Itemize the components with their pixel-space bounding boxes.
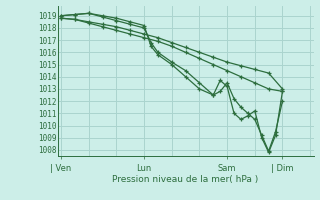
X-axis label: Pression niveau de la mer( hPa ): Pression niveau de la mer( hPa ) bbox=[112, 175, 259, 184]
